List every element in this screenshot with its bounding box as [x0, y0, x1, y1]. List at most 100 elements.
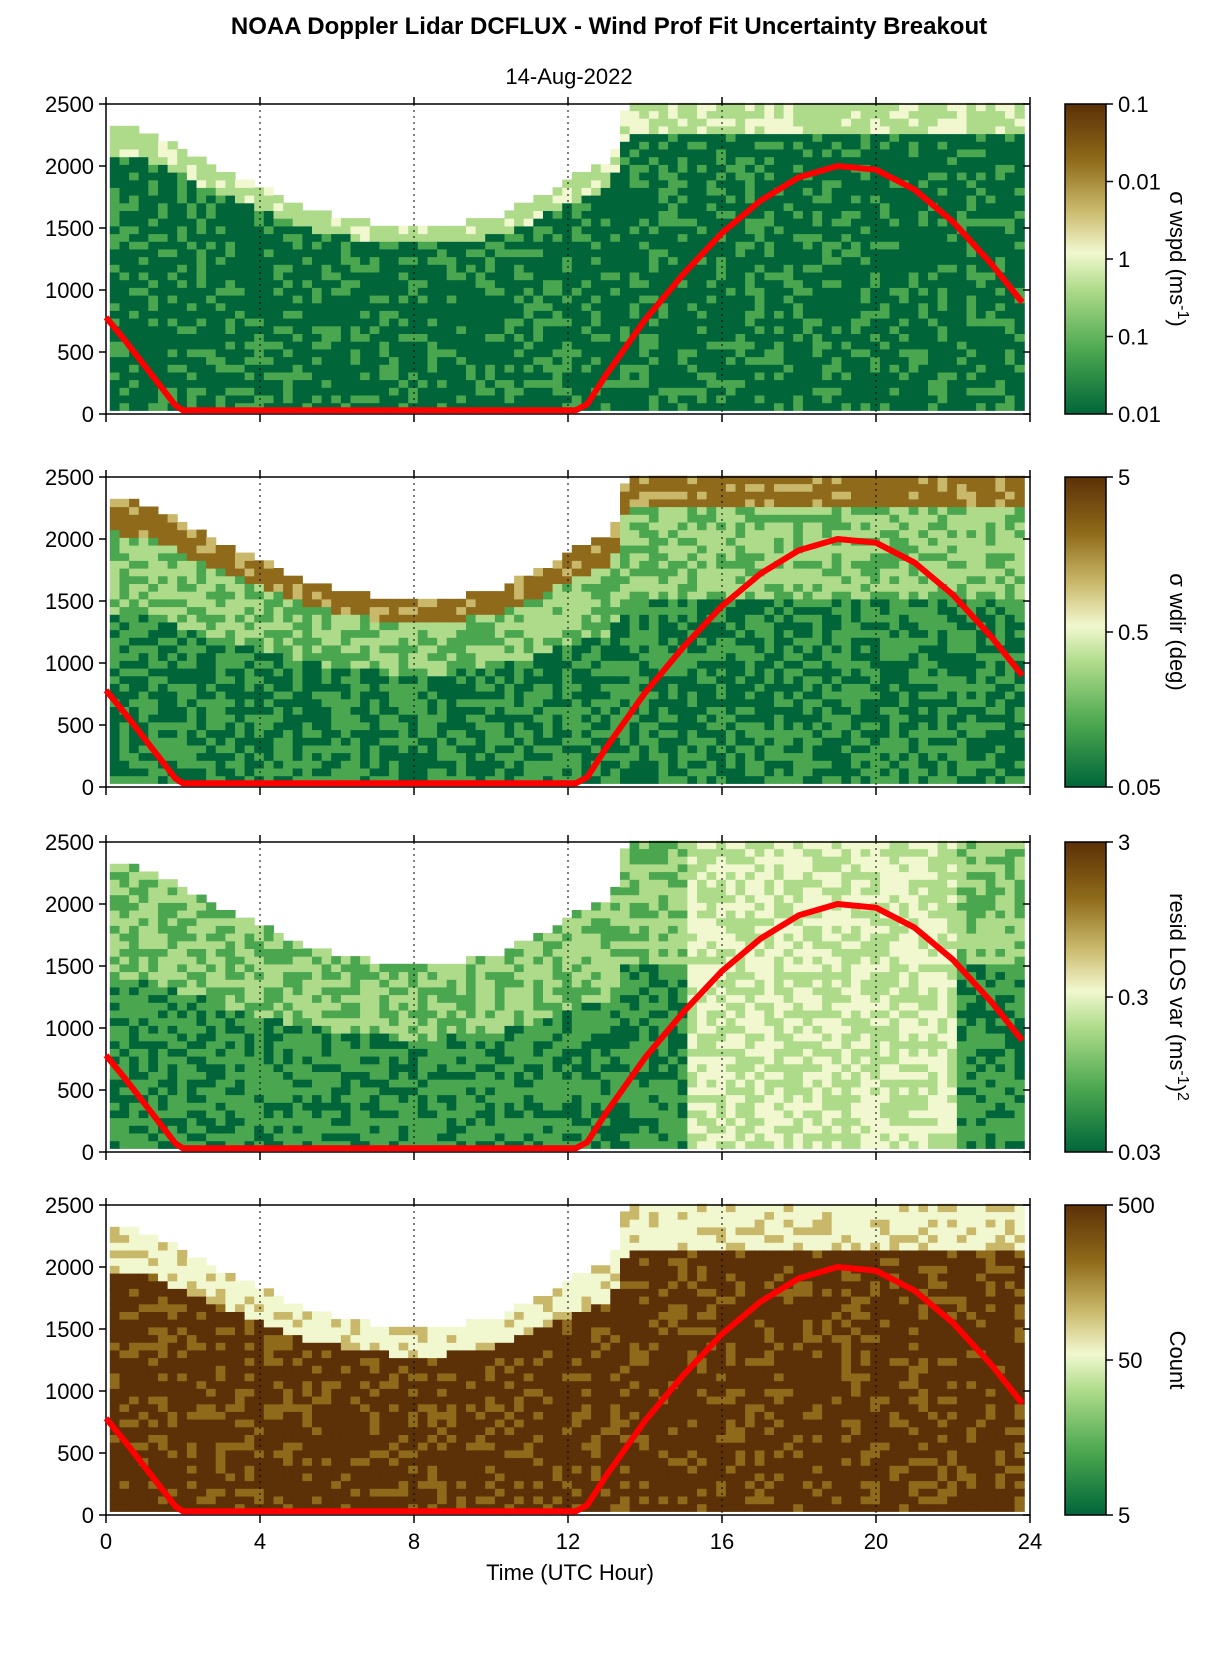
heatmap-cell	[648, 721, 660, 731]
heatmap-cell	[620, 148, 631, 158]
heatmap-cell	[591, 287, 602, 296]
heatmap-cell	[928, 172, 939, 181]
heatmap-cell	[148, 341, 159, 350]
heatmap-cell	[889, 333, 900, 342]
heatmap-cell	[995, 341, 1006, 350]
heatmap-cell	[754, 164, 765, 173]
heatmap-cell	[822, 287, 833, 296]
heatmap-cell	[485, 364, 496, 373]
heatmap-cell	[283, 387, 294, 396]
heatmap-cell	[793, 348, 804, 358]
heatmap-cell	[648, 729, 660, 738]
heatmap-cell	[658, 552, 669, 561]
heatmap-cell	[196, 529, 207, 538]
heatmap-cell	[446, 241, 457, 250]
heatmap-cell	[475, 614, 486, 623]
heatmap-cell	[244, 256, 255, 265]
heatmap-cell	[851, 225, 862, 235]
heatmap-cell	[571, 760, 582, 769]
heatmap-cell	[581, 614, 592, 623]
heatmap-cell	[831, 371, 842, 381]
heatmap-cell	[774, 310, 785, 319]
heatmap-cell	[552, 683, 563, 692]
heatmap-cell	[263, 606, 274, 615]
heatmap-cell	[562, 379, 573, 388]
heatmap-cell	[446, 333, 457, 342]
heatmap-cell	[417, 637, 428, 646]
heatmap-cell	[600, 295, 611, 304]
heatmap-cell	[109, 521, 120, 531]
heatmap-cell	[504, 325, 515, 334]
heatmap-cell	[350, 721, 361, 731]
heatmap-cell	[273, 575, 284, 584]
heatmap-cell	[533, 591, 544, 600]
heatmap-cell	[350, 591, 361, 600]
heatmap-cell	[562, 387, 573, 396]
heatmap-cell	[379, 302, 390, 311]
heatmap-cell	[206, 202, 217, 211]
heatmap-cell	[995, 264, 1006, 273]
heatmap-cell	[533, 341, 544, 350]
heatmap-cell	[552, 402, 563, 411]
heatmap-cell	[167, 256, 178, 265]
heatmap-cell	[167, 521, 178, 531]
heatmap-cell	[340, 310, 352, 319]
heatmap-cell	[235, 295, 246, 304]
heatmap-cell	[186, 629, 198, 638]
heatmap-cell	[658, 506, 669, 515]
heatmap-cell	[764, 233, 775, 242]
heatmap-cell	[119, 529, 130, 538]
heatmap-cell	[648, 172, 660, 181]
heatmap-cell	[533, 583, 544, 592]
heatmap-cell	[639, 233, 650, 242]
heatmap-cell	[417, 402, 428, 411]
heatmap-cell	[879, 202, 891, 211]
heatmap-cell	[966, 225, 977, 235]
heatmap-cell	[851, 310, 862, 319]
heatmap-cell	[494, 356, 506, 365]
heatmap-cell	[417, 271, 428, 281]
heatmap-cell	[138, 379, 149, 388]
heatmap-cell	[658, 302, 669, 311]
heatmap-cell	[1014, 379, 1025, 388]
heatmap-cell	[119, 721, 130, 731]
heatmap-cell	[167, 295, 178, 304]
heatmap-cell	[543, 348, 554, 358]
heatmap-cell	[889, 394, 900, 404]
heatmap-cell	[235, 552, 246, 561]
heatmap-cell	[417, 644, 428, 654]
heatmap-cell	[138, 233, 149, 242]
heatmap-cell	[186, 164, 198, 173]
heatmap-cell	[302, 683, 313, 692]
heatmap-cell	[119, 629, 130, 638]
heatmap-cell	[331, 629, 342, 638]
heatmap-cell	[148, 256, 159, 265]
heatmap-cell	[677, 118, 688, 127]
heatmap-cell	[138, 606, 149, 615]
heatmap-cell	[629, 729, 640, 738]
heatmap-cell	[148, 560, 159, 569]
heatmap-cell	[735, 179, 746, 188]
heatmap-cell	[610, 387, 621, 396]
heatmap-cell	[109, 379, 120, 388]
heatmap-cell	[985, 218, 996, 227]
heatmap-cell	[196, 387, 207, 396]
heatmap-cell	[697, 187, 708, 196]
heatmap-cell	[735, 218, 746, 227]
heatmap-cell	[321, 264, 332, 273]
heatmap-cell	[581, 545, 592, 554]
heatmap-cell	[648, 775, 660, 784]
heatmap-cell	[446, 364, 457, 373]
heatmap-cell	[215, 560, 226, 569]
heatmap-cell	[456, 675, 467, 684]
heatmap-cell	[485, 356, 496, 365]
heatmap-cell	[109, 164, 120, 173]
heatmap-cell	[1005, 379, 1016, 388]
heatmap-cell	[360, 637, 371, 646]
heatmap-cell	[600, 279, 611, 288]
heatmap-cell	[610, 552, 621, 561]
heatmap-cell	[591, 652, 602, 661]
heatmap-cell	[533, 256, 544, 265]
heatmap-cell	[610, 394, 621, 404]
heatmap-cell	[870, 187, 881, 196]
